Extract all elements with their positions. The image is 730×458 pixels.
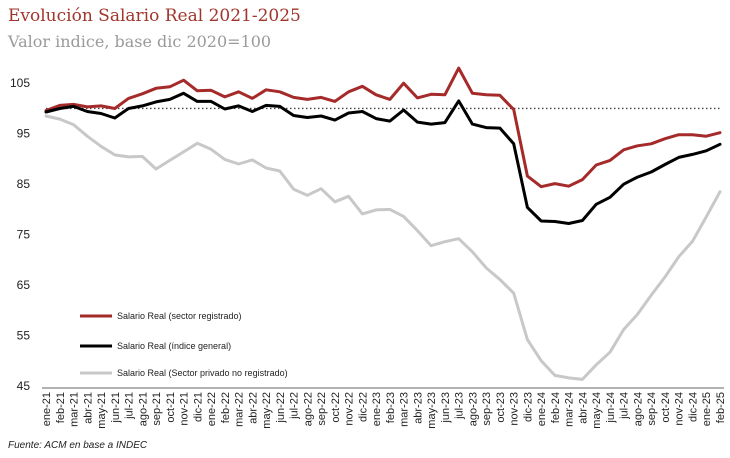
x-tick-label: feb-24 [550,392,562,423]
x-tick-label: feb-25 [715,392,727,423]
x-tick-label: oct-21 [165,392,177,423]
series-line-2 [44,114,722,381]
x-tick-label: ago-21 [137,392,149,426]
x-tick-label: jul-22 [289,392,301,420]
y-tick-label-75: 75 [17,228,31,242]
x-tick-label: may-23 [426,392,438,429]
x-tick-label: abr-23 [412,392,424,424]
x-tick-label: nov-23 [509,392,521,426]
y-tick-label-85: 85 [17,177,31,191]
x-tick-label: ene-25 [701,392,713,426]
x-tick-label: may-22 [261,392,273,429]
x-tick-label: jul-21 [124,392,136,420]
x-tick-label: ago-22 [302,392,314,426]
y-tick-label-55: 55 [17,329,31,343]
legend-label-0: Salario Real (sector registrado) [117,311,242,321]
x-tick-label: jun-24 [605,392,617,424]
x-tick-label: dic-21 [192,392,204,422]
x-tick-label: oct-23 [495,392,507,423]
legend: Salario Real (sector registrado) Salario … [80,311,288,378]
source-note: Fuente: ACM en base a INDEC [8,440,148,451]
line-chart: 45 55 65 75 85 95 105 ene-21 feb-21 mar-21 abr-21… [10,66,727,429]
x-tick-label: sep-23 [481,392,493,426]
x-tick-label: dic-23 [522,392,534,422]
x-axis: ene-21 feb-21 mar-21 abr-21 may-21 jun-21 jul-… [41,392,727,429]
y-tick-label-105: 105 [10,76,30,90]
x-tick-label: jul-23 [454,392,466,420]
x-tick-label: mar-23 [399,392,411,427]
x-tick-label: dic-22 [357,392,369,422]
y-tick-label-65: 65 [17,278,31,292]
x-tick-label: nov-24 [674,392,686,426]
x-tick-label: mar-24 [564,392,576,427]
series-lines [44,66,722,381]
x-tick-label: feb-21 [55,392,67,423]
x-tick-label: ene-23 [371,392,383,426]
x-tick-label: abr-21 [82,392,94,424]
x-tick-label: mar-22 [234,392,246,427]
x-tick-label: may-24 [591,392,603,429]
y-axis: 45 55 65 75 85 95 105 [10,76,30,393]
y-tick-label-45: 45 [17,379,31,393]
legend-label-1: Salario Real (índice general) [117,341,231,351]
x-tick-label: oct-22 [330,392,342,423]
x-tick-label: abr-22 [247,392,259,424]
x-tick-label: dic-24 [687,392,699,422]
x-tick-label: jun-23 [440,392,452,424]
x-tick-label: feb-22 [220,392,232,423]
legend-label-2: Salario Real (Sector privado no registra… [117,368,288,378]
x-tick-label: jul-24 [619,392,631,420]
x-tick-label: sep-24 [646,392,658,426]
x-tick-label: mar-21 [69,392,81,427]
x-tick-label: ene-22 [206,392,218,426]
x-tick-label: jun-21 [110,392,122,424]
chart-subtitle: Valor indice, base dic 2020=100 [8,32,272,51]
x-tick-label: sep-22 [316,392,328,426]
x-tick-label: nov-22 [344,392,356,426]
x-tick-label: abr-24 [577,392,589,424]
x-tick-label: nov-21 [179,392,191,426]
x-tick-label: oct-24 [660,392,672,423]
x-tick-label: feb-23 [385,392,397,423]
x-tick-label: may-21 [96,392,108,429]
x-tick-label: sep-21 [151,392,163,426]
x-tick-label: jun-22 [275,392,287,424]
x-tick-label: ago-24 [632,392,644,426]
series-line-1 [44,91,722,225]
x-tick-label: ene-21 [41,392,53,426]
series-line-0 [44,66,722,189]
y-tick-label-95: 95 [17,127,31,141]
chart-title: Evolución Salario Real 2021-2025 [8,6,301,26]
x-tick-label: ago-23 [467,392,479,426]
x-tick-label: ene-24 [536,392,548,426]
